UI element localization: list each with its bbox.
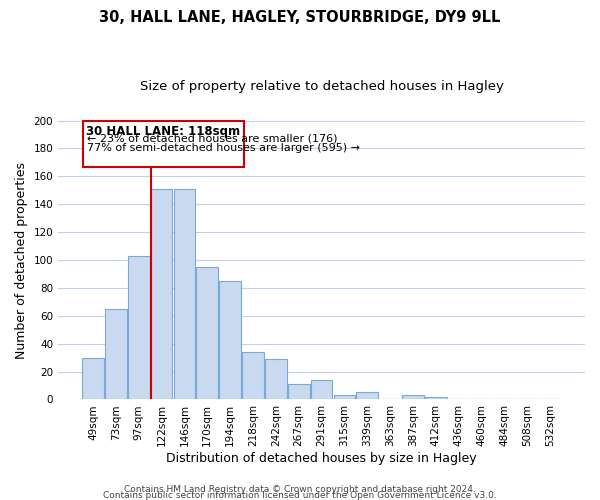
Bar xyxy=(128,256,149,400)
Bar xyxy=(402,396,424,400)
Bar xyxy=(288,384,310,400)
FancyBboxPatch shape xyxy=(83,120,244,166)
Y-axis label: Number of detached properties: Number of detached properties xyxy=(15,162,28,358)
Title: Size of property relative to detached houses in Hagley: Size of property relative to detached ho… xyxy=(140,80,503,93)
Bar xyxy=(356,392,378,400)
Bar xyxy=(173,189,195,400)
Bar xyxy=(265,359,287,400)
Bar xyxy=(151,189,172,400)
Bar xyxy=(311,380,332,400)
Bar xyxy=(334,396,355,400)
Text: ← 23% of detached houses are smaller (176): ← 23% of detached houses are smaller (17… xyxy=(87,133,338,143)
Bar xyxy=(82,358,104,400)
Bar xyxy=(242,352,264,400)
Text: 30, HALL LANE, HAGLEY, STOURBRIDGE, DY9 9LL: 30, HALL LANE, HAGLEY, STOURBRIDGE, DY9 … xyxy=(100,10,500,25)
Bar xyxy=(425,396,447,400)
Bar xyxy=(105,309,127,400)
Text: Contains public sector information licensed under the Open Government Licence v3: Contains public sector information licen… xyxy=(103,490,497,500)
Bar xyxy=(219,281,241,400)
Text: Contains HM Land Registry data © Crown copyright and database right 2024.: Contains HM Land Registry data © Crown c… xyxy=(124,484,476,494)
Bar xyxy=(196,267,218,400)
Text: 30 HALL LANE: 118sqm: 30 HALL LANE: 118sqm xyxy=(86,124,241,138)
X-axis label: Distribution of detached houses by size in Hagley: Distribution of detached houses by size … xyxy=(166,452,477,465)
Text: 77% of semi-detached houses are larger (595) →: 77% of semi-detached houses are larger (… xyxy=(87,143,360,153)
